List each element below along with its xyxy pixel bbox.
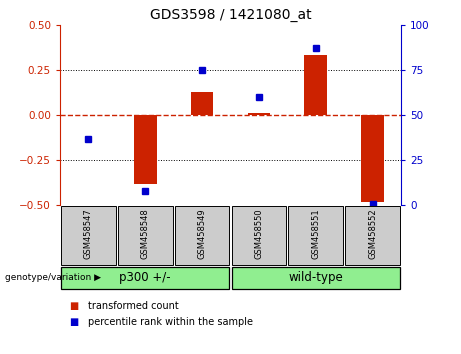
FancyBboxPatch shape xyxy=(118,206,172,265)
FancyBboxPatch shape xyxy=(61,206,116,265)
Text: ■: ■ xyxy=(69,301,78,311)
FancyBboxPatch shape xyxy=(231,267,400,289)
Bar xyxy=(248,113,270,115)
Text: GSM458548: GSM458548 xyxy=(141,208,150,259)
Text: transformed count: transformed count xyxy=(88,301,178,311)
FancyBboxPatch shape xyxy=(61,267,230,289)
Text: GSM458552: GSM458552 xyxy=(368,208,377,259)
Bar xyxy=(191,92,213,115)
Text: p300 +/-: p300 +/- xyxy=(119,272,171,284)
FancyBboxPatch shape xyxy=(231,206,286,265)
Bar xyxy=(361,115,384,202)
Text: GSM458551: GSM458551 xyxy=(311,208,320,259)
Text: GSM458549: GSM458549 xyxy=(198,208,207,259)
FancyBboxPatch shape xyxy=(175,206,230,265)
Text: ■: ■ xyxy=(69,317,78,327)
FancyBboxPatch shape xyxy=(289,206,343,265)
Title: GDS3598 / 1421080_at: GDS3598 / 1421080_at xyxy=(150,8,311,22)
Bar xyxy=(304,56,327,115)
Text: percentile rank within the sample: percentile rank within the sample xyxy=(88,317,253,327)
Bar xyxy=(134,115,157,184)
Text: GSM458547: GSM458547 xyxy=(84,208,93,259)
Text: GSM458550: GSM458550 xyxy=(254,208,263,259)
Text: genotype/variation ▶: genotype/variation ▶ xyxy=(5,273,100,282)
FancyBboxPatch shape xyxy=(345,206,400,265)
Text: wild-type: wild-type xyxy=(289,272,343,284)
